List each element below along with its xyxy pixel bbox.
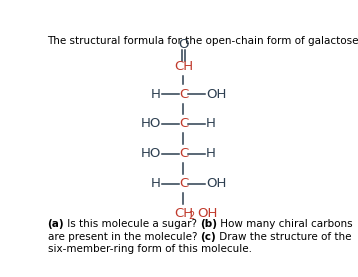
Text: HO: HO	[140, 147, 161, 160]
Text: How many chiral carbons: How many chiral carbons	[217, 219, 353, 229]
Text: C: C	[179, 117, 188, 130]
Text: OH: OH	[206, 177, 227, 190]
Text: CH: CH	[174, 60, 193, 73]
Text: The structural formula for the open-chain form of galactose is: The structural formula for the open-chai…	[48, 37, 358, 47]
Text: C: C	[179, 177, 188, 190]
Text: H: H	[151, 88, 161, 101]
Text: Draw the structure of the: Draw the structure of the	[216, 232, 352, 242]
Text: HO: HO	[140, 117, 161, 130]
Text: 2: 2	[188, 211, 194, 221]
Text: are present in the molecule?: are present in the molecule?	[48, 232, 200, 242]
Text: (a): (a)	[48, 219, 64, 229]
Text: OH: OH	[197, 207, 217, 220]
Text: H: H	[151, 177, 161, 190]
Text: O: O	[178, 39, 189, 52]
Text: Is this molecule a sugar?: Is this molecule a sugar?	[64, 219, 200, 229]
Text: CH: CH	[174, 207, 193, 220]
Text: six-member-ring form of this molecule.: six-member-ring form of this molecule.	[48, 244, 252, 254]
Text: C: C	[179, 147, 188, 160]
Text: OH: OH	[206, 88, 227, 101]
Text: H: H	[206, 147, 216, 160]
Text: (c): (c)	[200, 232, 216, 242]
Text: C: C	[179, 88, 188, 101]
Text: (b): (b)	[200, 219, 217, 229]
Text: H: H	[206, 117, 216, 130]
